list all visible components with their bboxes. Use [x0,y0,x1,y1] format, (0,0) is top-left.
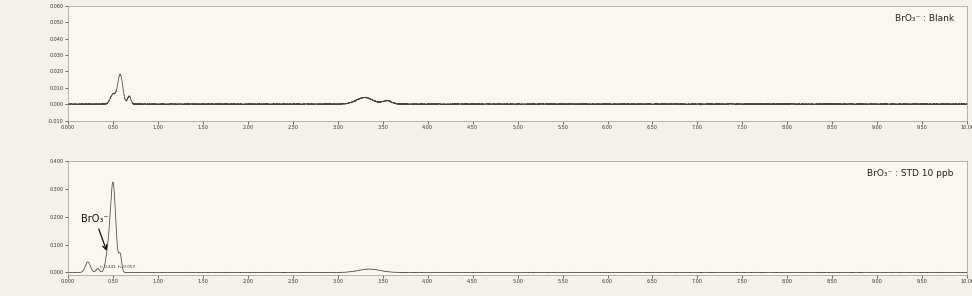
Text: BrO₃⁻: BrO₃⁻ [82,213,109,250]
Text: t: 0.441  h: 0.057: t: 0.441 h: 0.057 [99,265,135,269]
Text: BrO₃⁻ : Blank: BrO₃⁻ : Blank [894,14,954,23]
Text: BrO₃⁻ : STD 10 ppb: BrO₃⁻ : STD 10 ppb [867,169,954,178]
